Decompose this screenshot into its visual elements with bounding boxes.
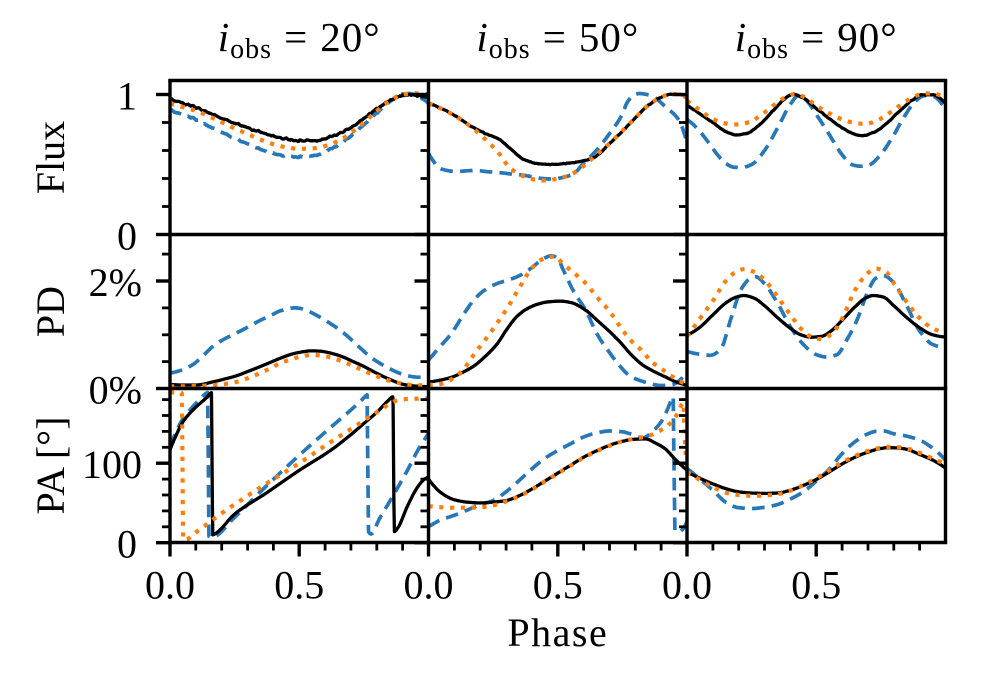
svg-text:PD: PD	[28, 286, 73, 337]
svg-text:100: 100	[82, 442, 142, 487]
svg-text:2%: 2%	[89, 260, 142, 305]
svg-text:0: 0	[117, 522, 137, 567]
svg-text:iobs=20°: iobs = 20°	[218, 14, 381, 65]
svg-text:0%: 0%	[89, 368, 142, 413]
svg-text:0: 0	[117, 214, 137, 259]
svg-text:0.5: 0.5	[791, 563, 841, 608]
svg-text:0.0: 0.0	[145, 563, 195, 608]
svg-text:0.0: 0.0	[404, 563, 454, 608]
svg-text:PA [°]: PA [°]	[28, 417, 73, 515]
svg-text:Phase: Phase	[507, 610, 608, 655]
svg-text:iobs=50°: iobs = 50°	[476, 14, 639, 65]
svg-text:iobs=90°: iobs = 90°	[735, 14, 898, 65]
svg-text:1: 1	[117, 74, 137, 119]
svg-text:Flux: Flux	[28, 121, 73, 194]
svg-text:0.5: 0.5	[274, 563, 324, 608]
svg-text:0.5: 0.5	[533, 563, 583, 608]
svg-text:0.0: 0.0	[662, 563, 712, 608]
